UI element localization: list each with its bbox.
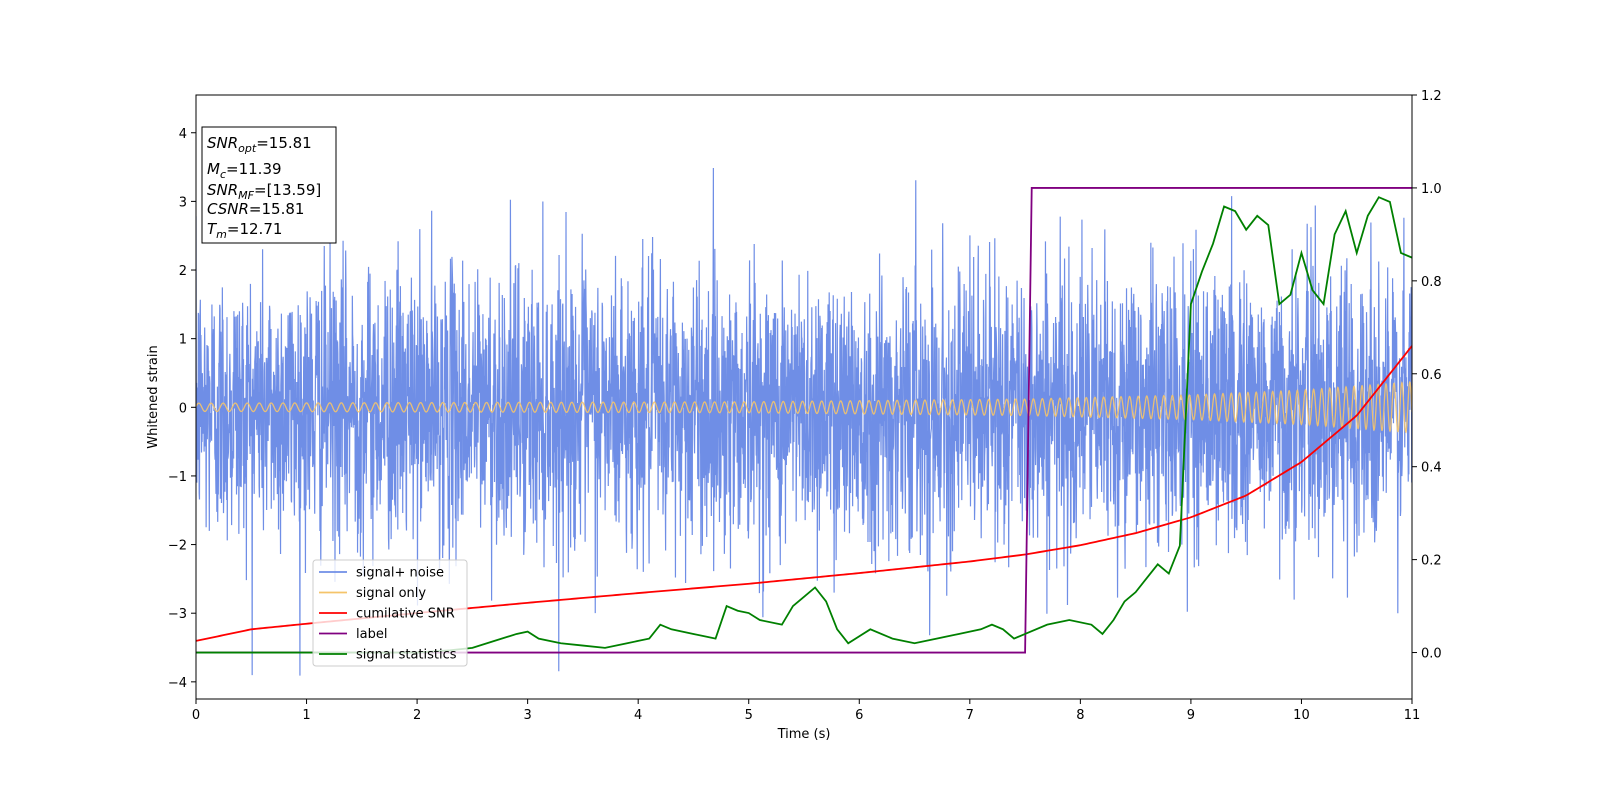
- x-tick-label: 7: [966, 708, 974, 723]
- legend-frame: [312, 559, 468, 667]
- series-line-signal-statistics: [196, 196, 1412, 654]
- info-main: SNR: [207, 134, 238, 152]
- info-box-line: SNRopt=15.81: [207, 134, 312, 155]
- y2-tick-label: 0.2: [1421, 554, 1442, 569]
- y-tick-label: 2: [179, 264, 187, 279]
- info-subscript: c: [220, 168, 226, 181]
- info-main: M: [207, 160, 220, 178]
- info-box-line: CSNR=15.81: [207, 200, 304, 218]
- x-axis-label: Time (s): [777, 727, 831, 742]
- y2-tick-label: 1.2: [1421, 89, 1442, 104]
- plot-frame: [195, 94, 1413, 700]
- y-tick-label: 3: [179, 195, 187, 210]
- info-subscript: MF: [238, 189, 254, 202]
- info-value: =12.71: [227, 220, 283, 238]
- info-box-line: SNRMF=[13.59]: [207, 181, 321, 202]
- legend-label: label: [356, 627, 387, 642]
- x-tick-label: 1: [302, 708, 310, 723]
- x-tick-label: 9: [1187, 708, 1195, 723]
- x-tick-label: 5: [745, 708, 753, 723]
- y-axis-ticks: −4 −3 −2 −1 0 1 2 3 4: [168, 127, 196, 691]
- x-tick-label: 0: [192, 708, 200, 723]
- info-main: CSNR: [207, 200, 249, 218]
- y-tick-label: −4: [168, 676, 187, 691]
- info-subscript: opt: [238, 142, 257, 155]
- x-tick-label: 3: [523, 708, 531, 723]
- info-main: SNR: [207, 181, 238, 199]
- y-tick-label: 1: [179, 333, 187, 348]
- y-axis-label: Whitened strain: [146, 345, 161, 448]
- y2-tick-label: 1.0: [1421, 182, 1442, 197]
- info-value: =11.39: [226, 160, 282, 178]
- y2-tick-label: 0.8: [1421, 275, 1442, 290]
- info-subscript: m: [216, 228, 227, 241]
- legend: signal+ noise signal only cumilative SNR la…: [312, 559, 468, 667]
- info-value: =[13.59]: [254, 181, 321, 199]
- legend-label: signal statistics: [356, 648, 457, 663]
- legend-label: cumilative SNR: [356, 607, 455, 622]
- info-value: =15.81: [249, 200, 305, 218]
- legend-label: signal only: [356, 586, 426, 601]
- x-axis-ticks: 0 1 2 3 4 5 6 7 8 9 10 11: [192, 699, 1420, 723]
- x-tick-label: 4: [634, 708, 642, 723]
- info-value: =15.81: [256, 134, 312, 152]
- y2-tick-label: 0.0: [1421, 647, 1442, 662]
- y2-tick-label: 0.4: [1421, 461, 1442, 476]
- x-tick-label: 2: [413, 708, 421, 723]
- x-tick-label: 8: [1076, 708, 1084, 723]
- y-tick-label: 0: [179, 401, 187, 416]
- info-box-line: Mc=11.39: [207, 160, 282, 181]
- y-tick-label: −1: [168, 470, 187, 485]
- y2-axis-ticks: 0.0 0.2 0.4 0.6 0.8 1.0 1.2: [1412, 89, 1442, 662]
- y2-tick-label: 0.6: [1421, 368, 1442, 383]
- info-main: T: [207, 220, 218, 238]
- y-tick-label: −3: [168, 607, 187, 622]
- x-tick-label: 10: [1293, 708, 1310, 723]
- y-tick-label: −2: [168, 539, 187, 554]
- legend-label: signal+ noise: [356, 566, 444, 581]
- y-tick-label: 4: [179, 127, 187, 142]
- info-box: SNRopt=15.81Mc=11.39SNRMF=[13.59]CSNR=15…: [201, 126, 337, 244]
- x-tick-label: 11: [1404, 708, 1421, 723]
- info-box-line: Tm=12.71: [207, 220, 282, 241]
- x-tick-label: 6: [855, 708, 863, 723]
- series-line-label: [196, 187, 1412, 654]
- series-line-signal-only: [196, 381, 1412, 434]
- info-box-frame: [201, 126, 337, 244]
